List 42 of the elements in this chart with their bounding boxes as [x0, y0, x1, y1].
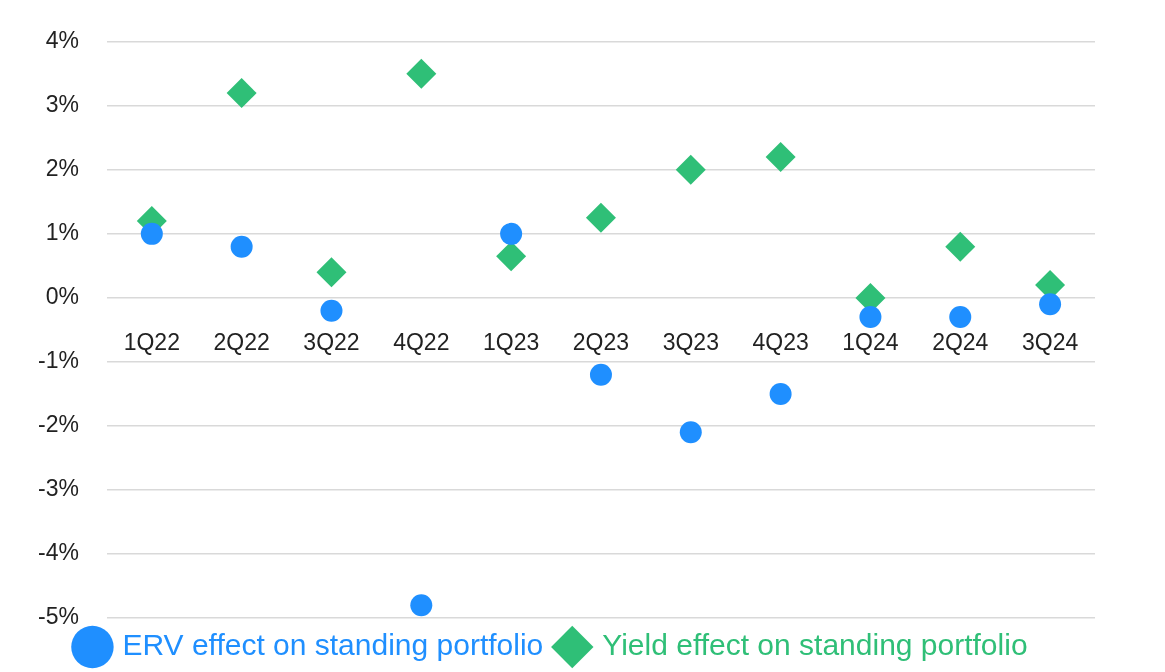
y-tick-label: 0%	[45, 283, 79, 310]
legend-label: Yield effect on standing portfolio	[602, 628, 1028, 662]
x-tick-label: 3Q23	[662, 329, 719, 356]
point	[410, 594, 433, 617]
point	[769, 382, 792, 405]
legend-label: ERV effect on standing portfolio	[122, 628, 544, 662]
point	[226, 78, 257, 109]
y-tick-label: -2%	[38, 411, 79, 438]
x-tick-label: 3Q24	[1021, 329, 1079, 356]
point	[406, 58, 437, 89]
y-tick-label: -1%	[38, 347, 79, 374]
point	[589, 363, 612, 386]
x-tick-label: 2Q22	[213, 329, 270, 356]
y-tick-label: 3%	[45, 91, 79, 118]
x-tick-label: 3Q22	[303, 329, 360, 356]
point	[949, 306, 972, 329]
y-tick-label: 4%	[45, 27, 79, 54]
point	[585, 202, 616, 233]
point	[945, 231, 976, 262]
point	[859, 306, 882, 329]
x-tick-label: 2Q24	[932, 329, 989, 356]
point	[765, 142, 796, 173]
point	[320, 299, 343, 322]
point	[675, 154, 706, 185]
x-tick-label: 1Q23	[482, 329, 540, 356]
point	[140, 222, 163, 245]
point	[230, 235, 253, 258]
y-tick-label: -5%	[38, 603, 79, 630]
y-tick-label: 1%	[45, 219, 79, 246]
point	[679, 421, 702, 444]
x-tick-label: 4Q22	[393, 329, 450, 356]
x-tick-label: 1Q22	[123, 329, 180, 356]
x-tick-label: 1Q24	[842, 329, 899, 356]
x-tick-label: 4Q23	[752, 329, 809, 356]
point	[496, 241, 527, 272]
y-tick-label: 2%	[45, 155, 79, 182]
point	[1039, 293, 1062, 316]
point	[500, 222, 523, 245]
x-tick-label: 2Q23	[572, 329, 630, 356]
point	[316, 257, 347, 288]
y-tick-label: -4%	[38, 539, 79, 566]
y-tick-label: -3%	[38, 475, 79, 502]
